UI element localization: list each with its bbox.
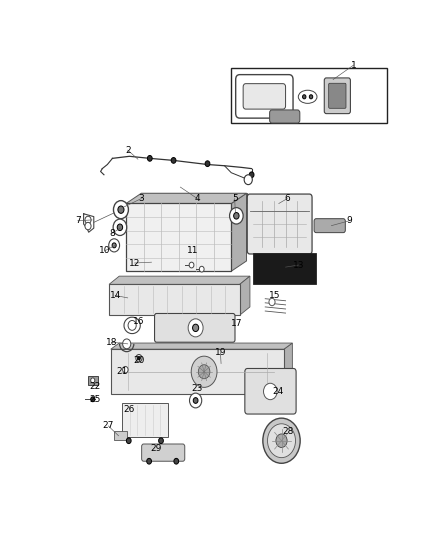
Bar [109,284,240,315]
Text: 12: 12 [129,259,140,268]
Circle shape [147,458,152,464]
FancyBboxPatch shape [247,194,312,254]
Circle shape [91,397,95,402]
Text: 4: 4 [194,194,200,203]
Bar [122,402,168,438]
Circle shape [230,207,243,224]
Circle shape [276,434,287,448]
Text: 5: 5 [232,194,237,203]
Text: 2: 2 [125,146,131,155]
Text: 9: 9 [346,216,352,225]
Text: 20: 20 [133,356,145,365]
Circle shape [91,378,95,383]
Text: 18: 18 [106,338,117,347]
Circle shape [136,354,142,362]
Circle shape [85,216,91,224]
Circle shape [249,172,254,177]
Circle shape [138,357,140,360]
Text: 6: 6 [284,194,290,203]
Text: 3: 3 [138,194,144,203]
Text: 22: 22 [89,382,100,391]
Text: 1: 1 [350,61,357,70]
Circle shape [191,356,217,387]
Circle shape [113,200,128,219]
FancyBboxPatch shape [314,219,345,232]
Polygon shape [141,193,247,204]
Circle shape [85,222,91,230]
Text: 14: 14 [110,291,121,300]
Text: 25: 25 [89,395,100,404]
Circle shape [269,298,275,306]
Text: 15: 15 [269,291,280,300]
Text: 24: 24 [272,386,284,395]
Circle shape [148,156,152,161]
Text: 16: 16 [133,317,145,326]
Circle shape [309,95,313,99]
Polygon shape [240,276,250,315]
FancyBboxPatch shape [243,84,286,109]
Circle shape [109,239,120,252]
Text: 17: 17 [230,319,242,328]
Text: 28: 28 [283,427,294,436]
Polygon shape [284,343,293,394]
Circle shape [127,438,131,443]
Text: 11: 11 [187,246,198,255]
FancyBboxPatch shape [236,75,293,118]
Text: 26: 26 [123,405,134,414]
Text: 7: 7 [75,216,81,225]
Circle shape [263,418,300,463]
Circle shape [123,339,131,349]
Circle shape [117,224,123,231]
Polygon shape [109,276,250,284]
Circle shape [193,398,198,403]
Polygon shape [111,343,293,349]
Circle shape [190,393,202,408]
Polygon shape [126,193,247,204]
FancyBboxPatch shape [324,78,350,114]
Bar [88,376,98,385]
Circle shape [128,320,136,330]
Circle shape [264,383,277,400]
Circle shape [193,324,199,332]
Bar [253,253,316,284]
Circle shape [113,219,127,236]
Text: 21: 21 [116,367,127,376]
Circle shape [244,175,252,184]
Circle shape [112,243,116,248]
Circle shape [198,365,210,379]
FancyBboxPatch shape [155,313,235,342]
Circle shape [159,438,163,443]
Text: 29: 29 [150,445,162,454]
Ellipse shape [298,90,317,103]
Text: 23: 23 [191,384,202,393]
Text: 10: 10 [99,246,111,255]
FancyBboxPatch shape [141,444,185,461]
Circle shape [118,206,124,213]
Text: 19: 19 [215,348,226,357]
Circle shape [233,213,239,219]
Circle shape [199,266,204,272]
Bar [111,349,284,394]
Circle shape [268,424,296,458]
Bar [126,204,231,271]
Circle shape [205,161,210,166]
Circle shape [303,95,306,99]
Circle shape [171,158,176,163]
Text: 27: 27 [102,422,114,431]
Text: 13: 13 [293,261,304,270]
Bar [114,431,127,440]
Polygon shape [231,193,247,271]
FancyBboxPatch shape [270,110,300,123]
FancyBboxPatch shape [328,83,346,108]
Circle shape [188,319,203,337]
FancyBboxPatch shape [245,368,296,414]
Bar [231,68,387,124]
Circle shape [123,366,128,373]
Text: 8: 8 [109,229,115,238]
Circle shape [174,458,179,464]
Circle shape [189,262,194,268]
